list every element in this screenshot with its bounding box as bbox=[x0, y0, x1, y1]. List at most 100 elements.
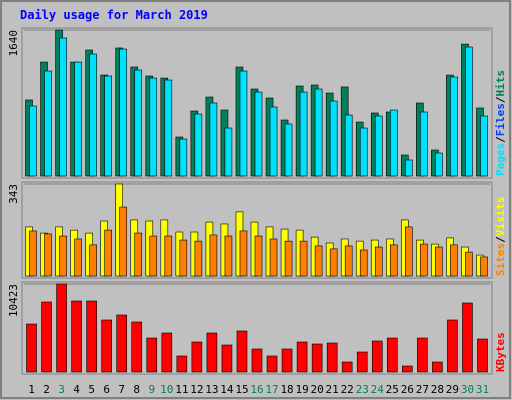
x-tick-label: 31 bbox=[476, 383, 489, 396]
x-tick-label: 22 bbox=[341, 383, 354, 396]
bar bbox=[104, 229, 112, 277]
bar bbox=[74, 238, 82, 277]
bar bbox=[206, 332, 218, 373]
bar bbox=[179, 138, 188, 177]
bar bbox=[101, 319, 112, 373]
bar bbox=[386, 337, 398, 373]
bar bbox=[435, 152, 443, 177]
bar bbox=[74, 61, 82, 177]
legend-separator: / bbox=[494, 136, 507, 143]
x-tick-label: 9 bbox=[148, 383, 155, 396]
bar bbox=[116, 314, 128, 373]
bar bbox=[209, 102, 218, 177]
bar bbox=[134, 232, 143, 277]
legend-entry: Files bbox=[494, 103, 507, 136]
bar bbox=[299, 240, 308, 277]
bar bbox=[251, 348, 263, 373]
legend: Sites/Visits bbox=[494, 197, 507, 277]
bar bbox=[44, 70, 52, 177]
bar bbox=[224, 127, 233, 177]
bar bbox=[480, 256, 488, 277]
x-tick-label: 5 bbox=[88, 383, 95, 396]
bar bbox=[356, 351, 368, 373]
bar bbox=[329, 248, 338, 277]
bar bbox=[221, 344, 233, 373]
bar bbox=[239, 230, 248, 277]
bar bbox=[299, 91, 308, 177]
bar bbox=[194, 113, 203, 177]
x-tick-label: 25 bbox=[386, 383, 399, 396]
y-tick-label: 10423 bbox=[7, 284, 20, 317]
bar bbox=[314, 245, 323, 277]
bar bbox=[146, 337, 158, 373]
bar bbox=[59, 37, 67, 177]
bar bbox=[161, 332, 173, 373]
bar bbox=[402, 365, 413, 373]
x-tick-label: 4 bbox=[73, 383, 80, 396]
x-tick-label: 16 bbox=[250, 383, 263, 396]
legend-entry: KBytes bbox=[494, 332, 507, 372]
bar bbox=[341, 361, 353, 373]
x-tick-label: 26 bbox=[401, 383, 414, 396]
bar bbox=[477, 338, 488, 373]
bar bbox=[447, 319, 458, 373]
chart-title: Daily usage for March 2019 bbox=[20, 8, 208, 22]
x-tick-label: 8 bbox=[133, 383, 140, 396]
bar bbox=[266, 355, 278, 373]
bar bbox=[26, 323, 37, 373]
bar bbox=[44, 233, 52, 277]
bar bbox=[59, 235, 67, 277]
bar bbox=[71, 300, 82, 373]
x-tick-label: 2 bbox=[43, 383, 50, 396]
bar bbox=[314, 88, 323, 177]
bar bbox=[104, 75, 112, 177]
bar bbox=[86, 300, 97, 373]
bar bbox=[176, 355, 188, 373]
bar bbox=[281, 348, 293, 373]
bar bbox=[239, 70, 248, 177]
x-tick-label: 19 bbox=[295, 383, 308, 396]
x-tick-label: 10 bbox=[160, 383, 173, 396]
x-tick-label: 30 bbox=[461, 383, 474, 396]
bar bbox=[134, 69, 143, 177]
bar bbox=[284, 240, 293, 277]
x-tick-label: 28 bbox=[431, 383, 444, 396]
bar bbox=[224, 235, 233, 277]
bar bbox=[296, 341, 308, 373]
x-tick-label: 13 bbox=[205, 383, 218, 396]
bar bbox=[119, 206, 128, 277]
bar bbox=[89, 244, 97, 277]
bar bbox=[344, 114, 353, 177]
x-tick-label: 6 bbox=[103, 383, 110, 396]
x-tick-label: 17 bbox=[265, 383, 278, 396]
bar bbox=[311, 343, 323, 373]
bar bbox=[29, 105, 37, 177]
x-tick-label: 24 bbox=[371, 383, 385, 396]
legend: Pages/Files/Hits bbox=[494, 70, 507, 176]
x-tick-label: 18 bbox=[280, 383, 293, 396]
bar bbox=[254, 91, 263, 177]
bar bbox=[371, 340, 383, 373]
bar bbox=[29, 230, 37, 277]
x-tick-label: 27 bbox=[416, 383, 429, 396]
bar bbox=[164, 235, 173, 277]
x-tick-label: 12 bbox=[190, 383, 203, 396]
bar bbox=[389, 109, 398, 177]
bar bbox=[344, 245, 353, 277]
bar bbox=[284, 123, 293, 177]
x-tick-label: 11 bbox=[175, 383, 188, 396]
bar bbox=[465, 251, 473, 277]
bar bbox=[209, 234, 218, 277]
bar bbox=[432, 361, 443, 373]
bar bbox=[329, 100, 338, 177]
x-tick-label: 20 bbox=[311, 383, 324, 396]
y-tick-label: 1640 bbox=[7, 30, 20, 57]
bar bbox=[89, 53, 97, 177]
bar bbox=[149, 77, 158, 177]
bar bbox=[435, 246, 443, 277]
bar bbox=[359, 127, 368, 177]
legend-entry: Sites bbox=[494, 243, 507, 276]
x-tick-label: 1 bbox=[28, 383, 35, 396]
